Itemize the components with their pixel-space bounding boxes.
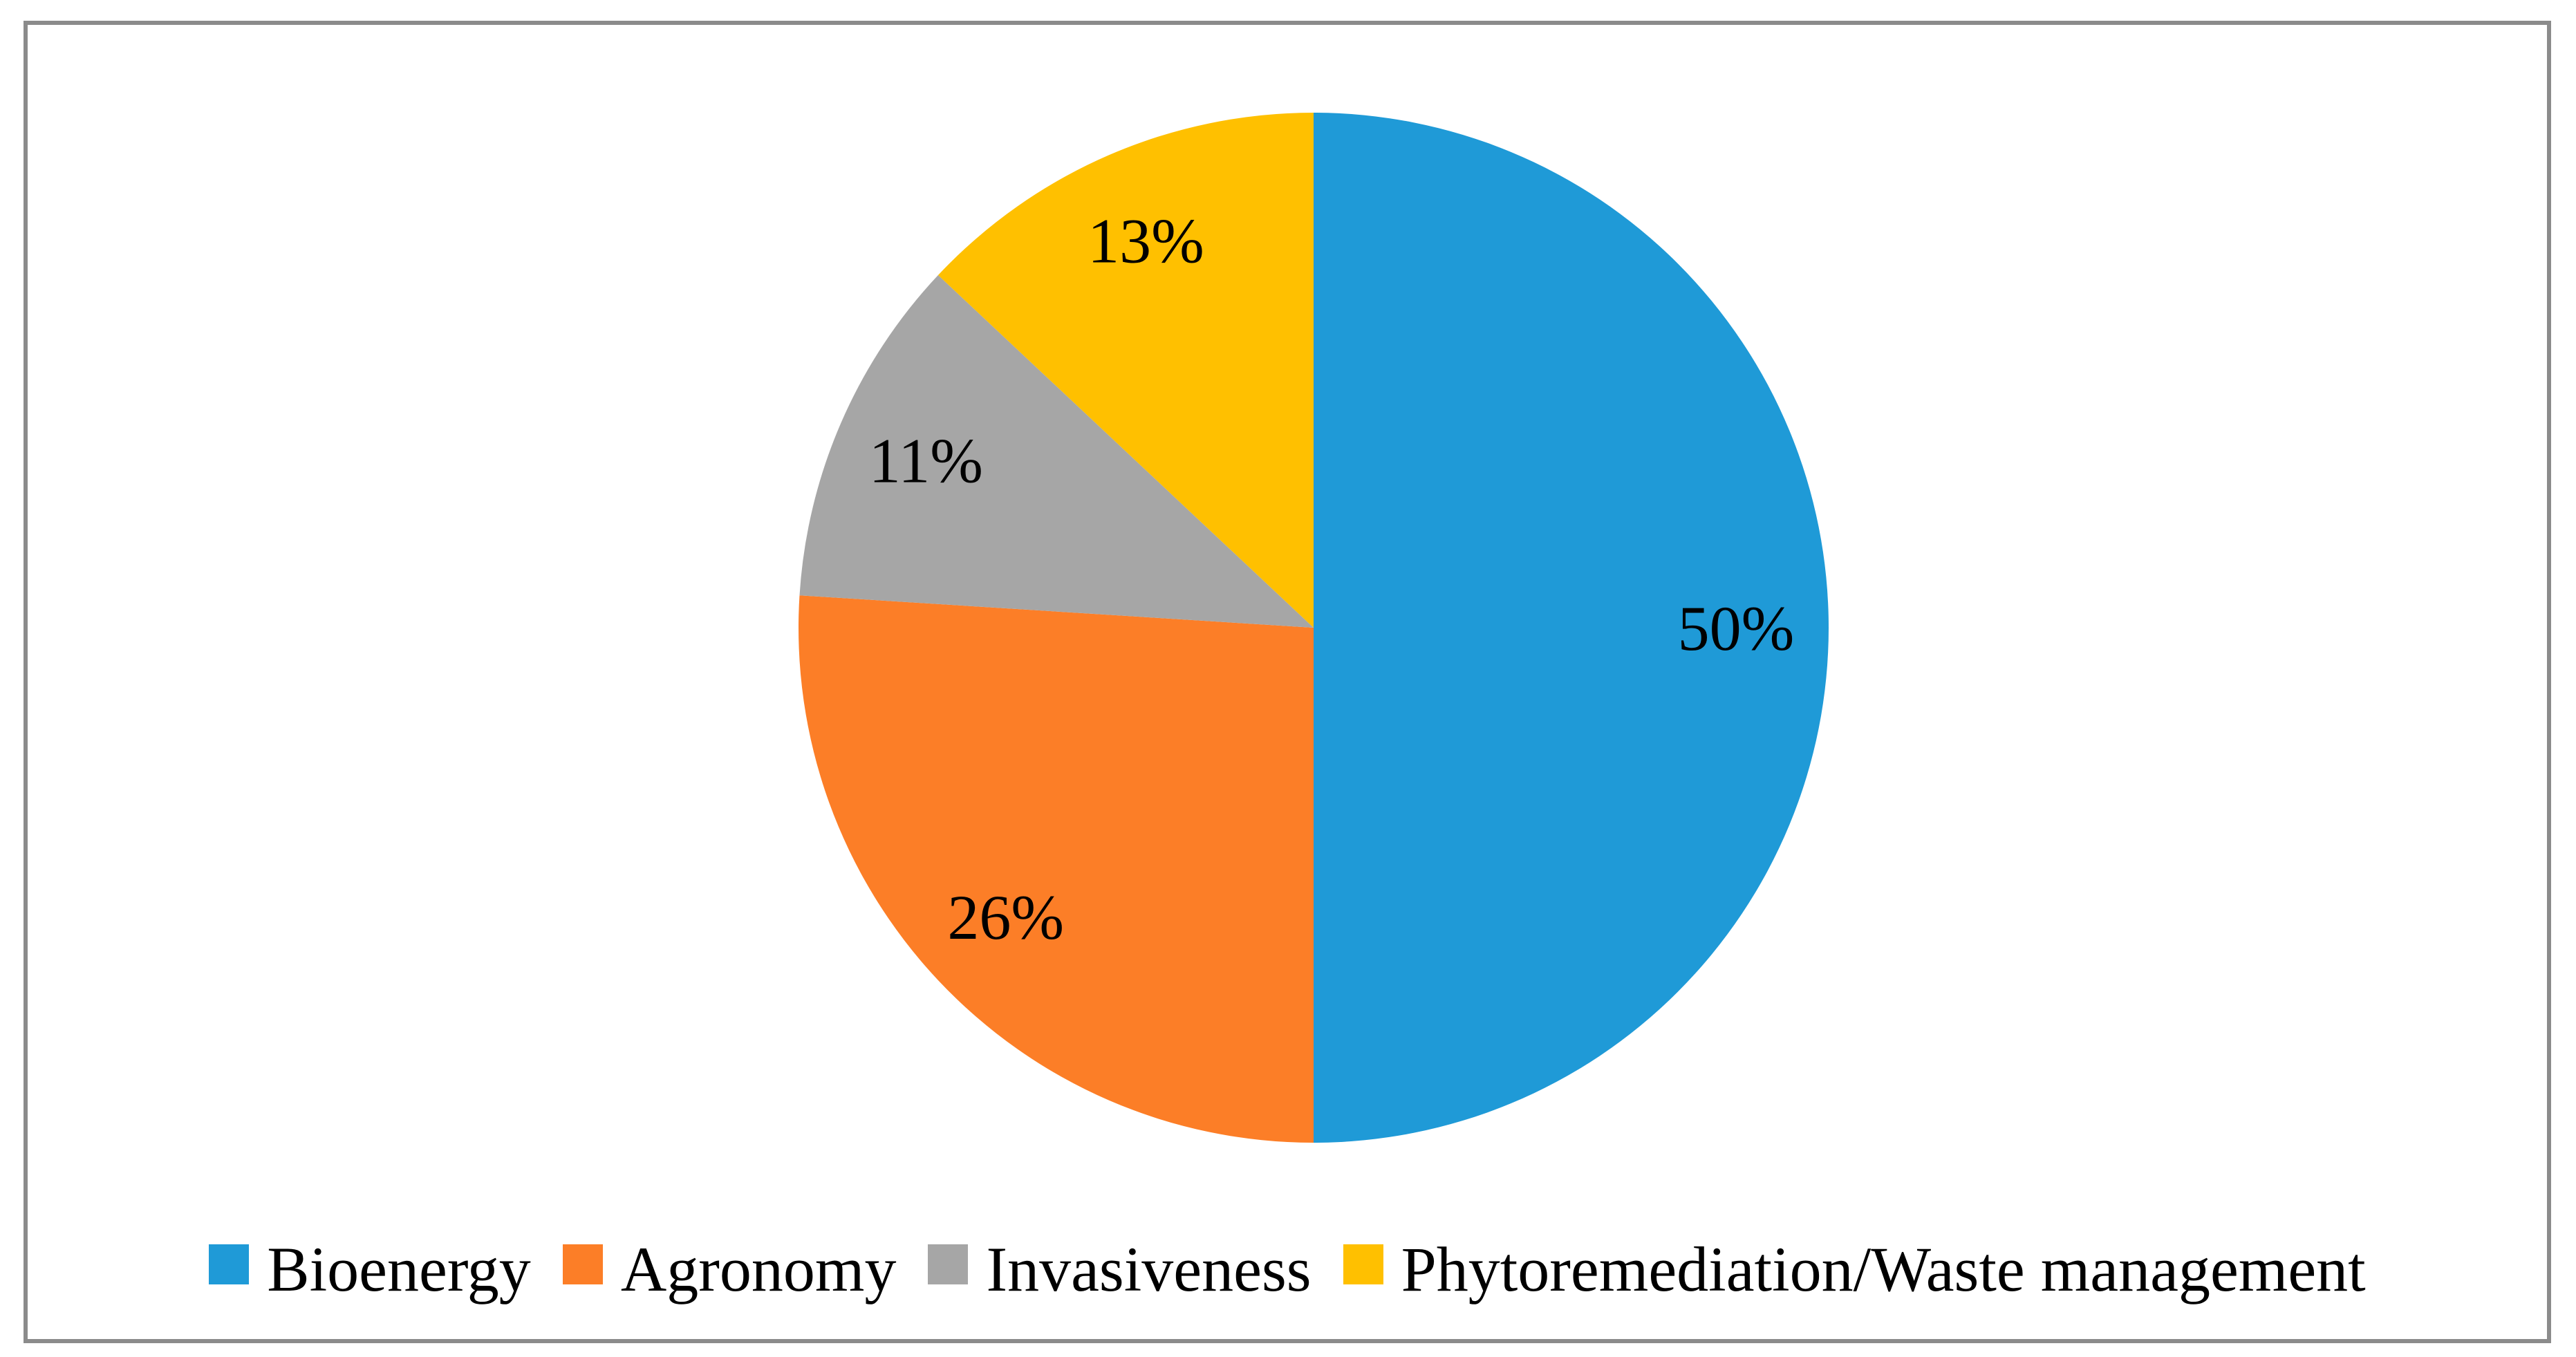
legend-label-bioenergy: Bioenergy bbox=[267, 1234, 531, 1304]
pie-slice-agronomy bbox=[798, 595, 1314, 1143]
legend-swatch-bioenergy bbox=[209, 1244, 250, 1284]
pie-slice-label-phytoremediation-waste-management: 13% bbox=[1088, 205, 1204, 276]
pie-slice-phytoremediation-waste-management bbox=[937, 113, 1314, 628]
legend-label-agronomy: Agronomy bbox=[620, 1234, 897, 1304]
legend-label-invasiveness: Invasiveness bbox=[986, 1234, 1312, 1304]
legend-swatch-agronomy bbox=[562, 1244, 603, 1284]
legend-item-bioenergy: Bioenergy bbox=[209, 1237, 531, 1301]
pie-slice-label-bioenergy: 50% bbox=[1678, 593, 1795, 664]
pie-slice-label-agronomy: 26% bbox=[947, 882, 1064, 953]
pie-chart: 50% 26% 11% 13% bbox=[798, 113, 1829, 1143]
pie-slice-bioenergy bbox=[1314, 113, 1829, 1143]
pie-slice-invasiveness bbox=[799, 275, 1314, 628]
legend-item-phytoremediation-waste-management: Phytoremediation/Waste management bbox=[1343, 1237, 2366, 1301]
legend-item-invasiveness: Invasiveness bbox=[928, 1234, 1312, 1304]
legend-item-agronomy: Agronomy bbox=[562, 1234, 897, 1304]
legend-label-phytoremediation-waste-management: Phytoremediation/Waste management bbox=[1401, 1234, 2366, 1304]
legend-swatch-invasiveness bbox=[928, 1244, 969, 1284]
figure-frame: 50% 26% 11% 13% Bioenergy Agronomy Invasive… bbox=[24, 21, 2551, 1343]
pie-slice-label-invasiveness: 11% bbox=[869, 425, 983, 496]
legend-swatch-phytoremediation-waste-management bbox=[1343, 1244, 1383, 1284]
chart-legend: Bioenergy Agronomy Invasiveness Phytorem… bbox=[28, 1210, 2547, 1328]
